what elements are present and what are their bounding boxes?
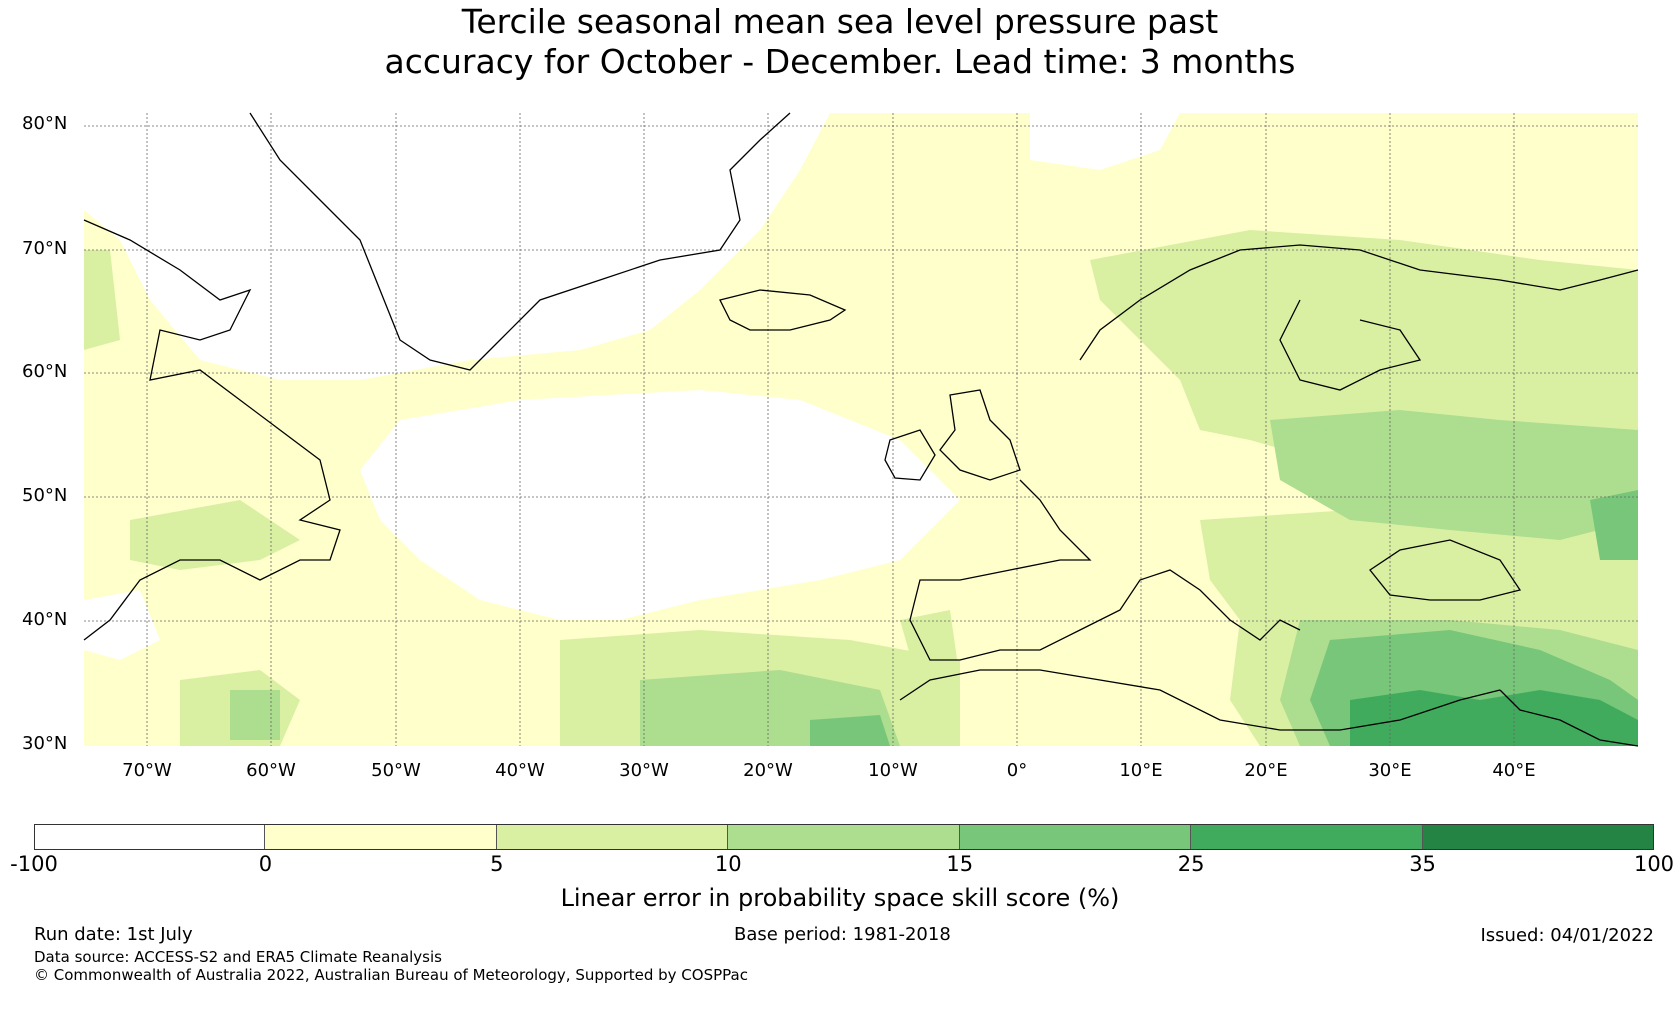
lon-label: 30°E	[1368, 760, 1412, 781]
skill-25-35-regions	[1350, 690, 1638, 746]
mideast-coast	[1499, 689, 1639, 747]
colorbar-tick-label: 35	[1409, 852, 1436, 876]
lon-label: 20°W	[743, 760, 793, 781]
map-title-line-2: accuracy for October - December. Lead ti…	[384, 42, 1296, 81]
scandinavia-coast	[1079, 244, 1639, 361]
colorbar-tick-label: 5	[490, 852, 504, 876]
negative-skill-regions	[84, 113, 1440, 660]
lat-label: 40°N	[22, 609, 68, 630]
base-period: Base period: 1981-2018	[734, 924, 951, 945]
colorbar-label: Linear error in probability space skill …	[560, 884, 1120, 912]
lat-label: 50°N	[22, 485, 68, 506]
lon-label: 40°E	[1492, 760, 1536, 781]
lon-label: 0°	[1006, 760, 1028, 781]
canada-coast	[83, 219, 341, 641]
lon-label: 20°E	[1244, 760, 1288, 781]
africa-coast	[899, 669, 1501, 731]
colorbar-tick-label: 10	[714, 852, 742, 876]
colorbar-tick-label: 100	[1633, 852, 1675, 876]
run-date: Run date: 1st July	[34, 924, 193, 945]
colorbar-segment	[1191, 824, 1423, 850]
lat-label: 30°N	[22, 733, 68, 754]
colorbar-segment	[34, 824, 266, 850]
lon-label: 70°W	[122, 760, 172, 781]
coastlines	[83, 112, 1639, 747]
skill-map	[83, 112, 1639, 747]
colorbar-segment	[959, 824, 1192, 850]
colorbar-tick-label: -100	[10, 852, 58, 876]
lon-label: 40°W	[495, 760, 545, 781]
lon-label: 10°W	[868, 760, 918, 781]
europe-coast	[909, 479, 1301, 661]
lon-label: 60°W	[246, 760, 296, 781]
iceland-coast	[719, 289, 847, 331]
map-title-line-1: Tercile seasonal mean sea level pressure…	[461, 2, 1219, 41]
colorbar	[34, 824, 1654, 850]
greenland-coast	[249, 112, 791, 371]
map-title: Tercile seasonal mean sea level pressure…	[0, 2, 1680, 82]
lat-label: 60°N	[22, 361, 68, 382]
ireland-coast	[884, 429, 936, 481]
lat-label: 80°N	[22, 113, 68, 134]
colorbar-tick-label: 25	[1177, 852, 1205, 876]
black-sea-coast	[1369, 539, 1522, 601]
data-source: Data source: ACCESS-S2 and ERA5 Climate …	[34, 948, 442, 966]
copyright: © Commonwealth of Australia 2022, Austra…	[34, 966, 748, 984]
colorbar-segment	[496, 824, 729, 850]
baltic-coast	[1279, 299, 1422, 391]
colorbar-tick-label: 0	[258, 852, 273, 876]
lat-label: 70°N	[22, 238, 68, 259]
britain-coast	[939, 389, 1021, 481]
issued-date: Issued: 04/01/2022	[1480, 925, 1654, 946]
lon-label: 30°W	[619, 760, 669, 781]
colorbar-segment	[1422, 824, 1654, 850]
colorbar-tick-label: 15	[946, 852, 974, 876]
colorbar-segment	[728, 824, 960, 850]
colorbar-segment	[265, 824, 497, 850]
graticule	[84, 113, 1638, 746]
lon-label: 50°W	[371, 760, 421, 781]
lon-label: 10°E	[1119, 760, 1163, 781]
